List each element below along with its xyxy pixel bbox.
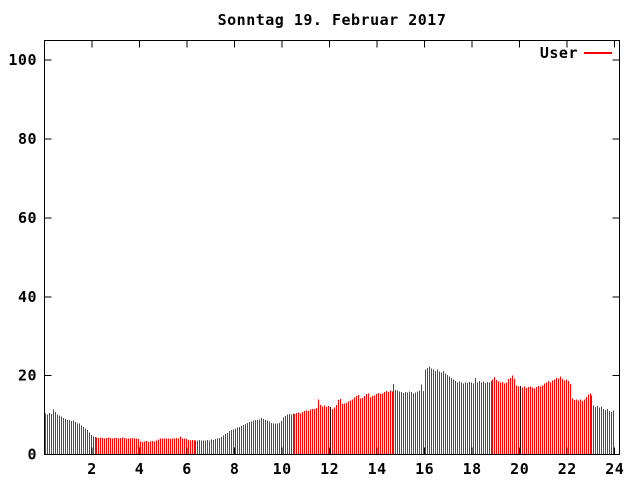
y-axis-ticks: [44, 59, 620, 455]
x-tick-label: 20: [510, 460, 529, 478]
legend: User: [540, 44, 612, 62]
x-tick-label: 8: [230, 460, 240, 478]
legend-user-label: User: [540, 44, 578, 62]
y-axis-labels: 0 20 40 60 80 100: [8, 51, 37, 464]
x-tick-label: 14: [368, 460, 387, 478]
x-tick-label: 22: [558, 460, 577, 478]
y-tick-label: 40: [18, 288, 37, 306]
chart-title: Sonntag 19. Februar 2017: [218, 11, 447, 29]
y-tick-label: 20: [18, 367, 37, 385]
x-tick-label: 2: [87, 460, 97, 478]
y-tick-label: 80: [18, 130, 37, 148]
y-tick-label: 100: [8, 51, 37, 69]
x-tick-label: 24: [605, 460, 624, 478]
y-tick-label: 60: [18, 209, 37, 227]
x-tick-label: 4: [135, 460, 145, 478]
x-tick-label: 10: [273, 460, 292, 478]
x-axis-labels: 2 4 6 8 10 12 14 16 18 20 22 24: [87, 460, 624, 478]
x-tick-label: 6: [182, 460, 192, 478]
x-tick-label: 12: [320, 460, 339, 478]
y-tick-label: 0: [27, 446, 37, 464]
bars-series-user: [45, 366, 615, 454]
x-tick-label: 16: [415, 460, 434, 478]
x-axis-ticks: [91, 40, 616, 455]
x-tick-label: 18: [463, 460, 482, 478]
